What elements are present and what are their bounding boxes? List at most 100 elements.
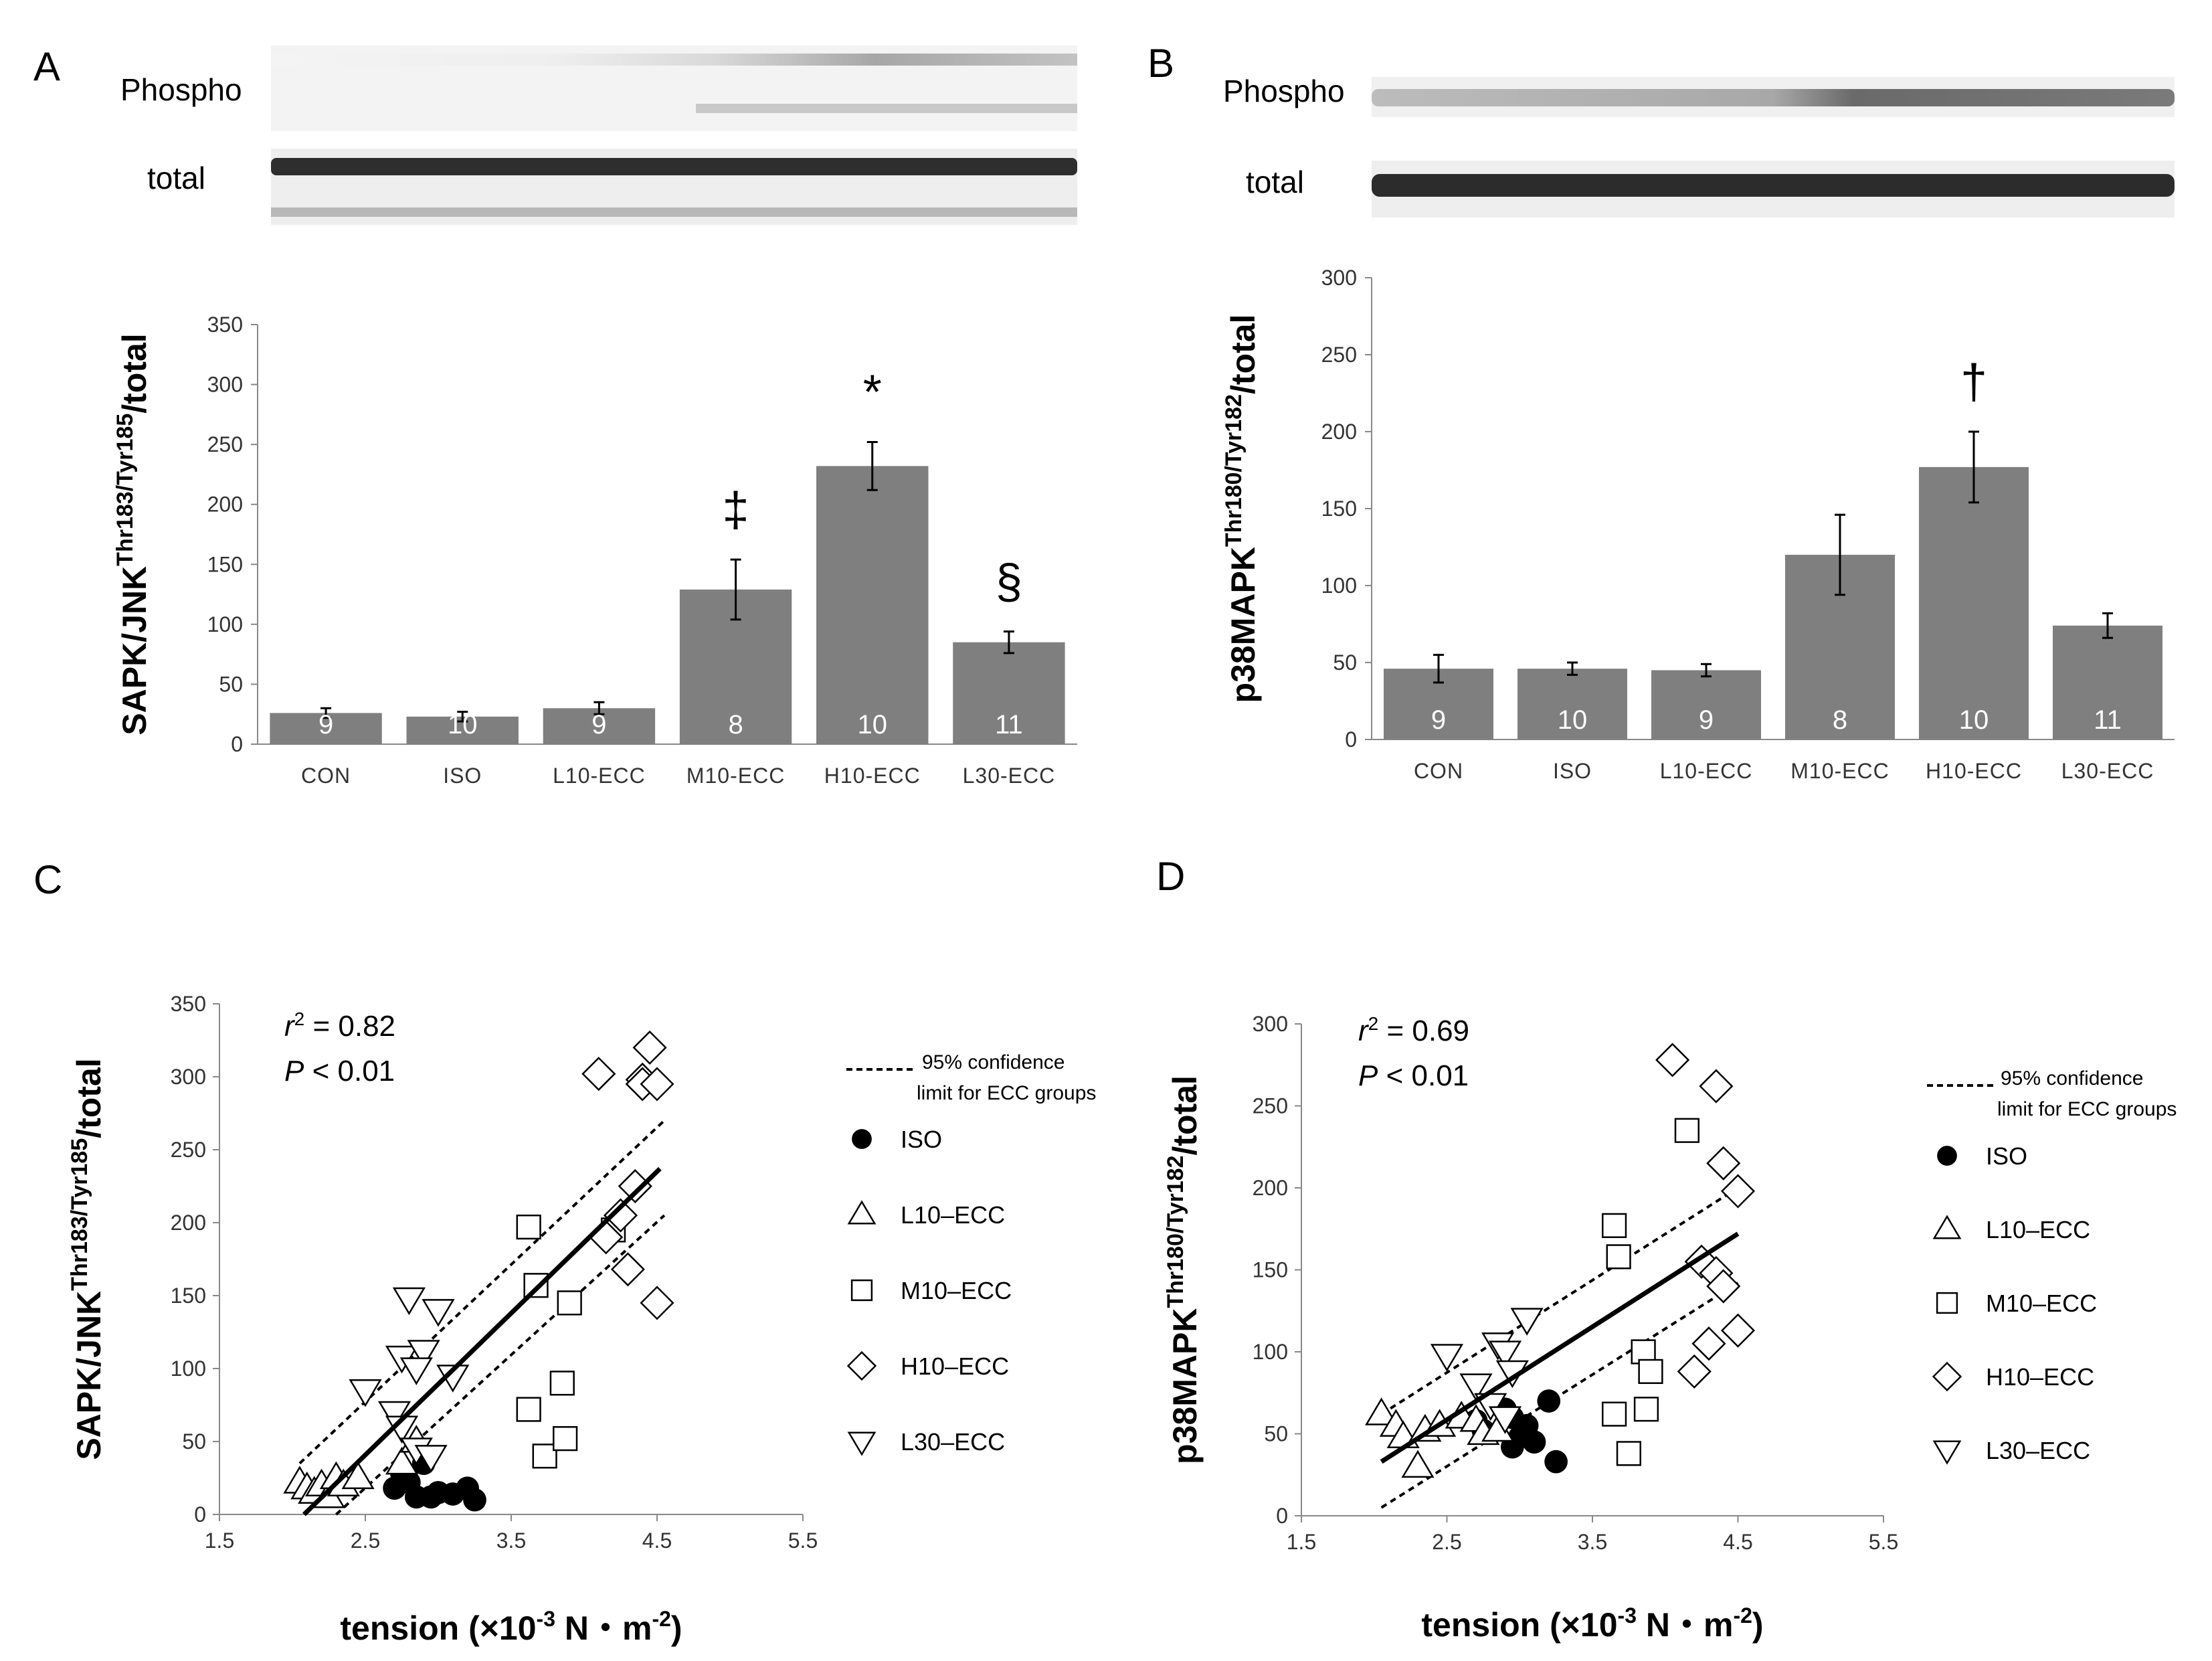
panel-c-letter: C <box>33 857 62 902</box>
y-tick-label: 50 <box>1333 650 1357 675</box>
phospho-band-a-lower <box>696 104 1077 113</box>
r2-value-d: = 0.69 <box>1378 1015 1469 1047</box>
l30-ecc-point <box>349 1379 382 1407</box>
p-value-c: < 0.01 <box>304 1055 395 1087</box>
p-value-d: < 0.01 <box>1378 1059 1469 1092</box>
y-axis-label: SAPK/JNKThr183/Tyr185/total <box>112 333 153 735</box>
legend-d-items: ISO L10–ECC M10–ECC H10–ECC L30–ECC <box>1932 1142 2097 1465</box>
regression-line <box>1380 1231 1740 1464</box>
l10-ecc-point <box>341 1461 375 1490</box>
regression-line <box>302 1166 662 1516</box>
total-band-a <box>271 158 1077 175</box>
p-symbol-d: P <box>1358 1059 1378 1092</box>
l10-ecc-point <box>385 1446 419 1475</box>
x-tick-label: 2.5 <box>351 1528 380 1553</box>
y-tick-label: 200 <box>207 493 243 517</box>
l30-ecc-point <box>1932 1440 1962 1465</box>
category-label: CON <box>301 764 351 788</box>
y-label-sup: Thr183/Tyr185 <box>112 414 138 566</box>
phospho-label-a: Phospho <box>120 72 242 107</box>
y-tick-label: 250 <box>207 432 243 456</box>
significance-marker: ‡ <box>723 483 749 537</box>
category-label: M10-ECC <box>686 764 785 788</box>
total-band-a-lower <box>271 207 1077 217</box>
y-label-tail: /total <box>1224 315 1262 394</box>
legend-label: L10–ECC <box>901 1201 1005 1229</box>
l30-ecc-point <box>392 1287 426 1316</box>
panel-a-blot: Phospho total <box>120 46 1077 225</box>
x-label-exp: -3 <box>537 1607 555 1631</box>
category-label: H10-ECC <box>1926 759 2022 783</box>
n-label: 10 <box>858 710 888 739</box>
total-band-b <box>1372 174 2175 197</box>
m10-ecc-point <box>549 1371 575 1396</box>
l30-ecc-point <box>422 1299 455 1327</box>
bar-chart-b: 0 50 100 150 200 250 300 9 CON 10 ISO 9 L10-ECC 8 M10-… <box>1221 266 2175 783</box>
r2-symbol-d: r <box>1358 1015 1370 1047</box>
l30-ecc-point <box>1488 1406 1522 1434</box>
p-symbol-c: P <box>284 1055 304 1087</box>
y-label-sup: Thr183/Tyr185 <box>67 1138 92 1291</box>
y-tick-label: 100 <box>1321 574 1357 598</box>
x-tick-label: 1.5 <box>205 1528 234 1553</box>
y-tick-label: 50 <box>182 1429 206 1454</box>
panel-c: C 0 50 100 150 200 250 300 350 1.5 2.5 3.5 4.5 5.5 SA… <box>33 857 1096 1647</box>
x-label-main: tension (×10 <box>340 1609 536 1647</box>
bar-iso <box>1517 669 1627 739</box>
category-label: L30-ECC <box>2061 759 2154 783</box>
h10-ecc-point <box>1699 1069 1734 1104</box>
l30-ecc-point <box>407 1340 440 1368</box>
p-stat-d: P < 0.01 <box>1358 1059 1469 1092</box>
y-label-sup: Thr180/Tyr182 <box>1221 394 1247 547</box>
m10-ecc-point <box>516 1397 541 1422</box>
y-label-main: SAPK/JNK <box>70 1291 108 1460</box>
m10-ecc-point <box>1638 1359 1663 1385</box>
h10-ecc-point <box>581 1057 616 1091</box>
r2-stat-c: r2 = 0.82 <box>284 1009 395 1043</box>
x-tick-label: 4.5 <box>642 1528 672 1553</box>
legend-label: H10–ECC <box>1986 1363 2094 1391</box>
legend-label: L30–ECC <box>1986 1437 2090 1464</box>
n-label: 9 <box>1699 705 1714 735</box>
m10-ecc-point <box>1606 1244 1631 1270</box>
y-tick-label: 100 <box>171 1357 206 1381</box>
confidence-lower-line <box>1380 1282 1739 1509</box>
y-tick-label: 300 <box>1321 266 1357 290</box>
x-tick-label: 2.5 <box>1432 1530 1461 1554</box>
bar-l30-ecc <box>2053 625 2162 739</box>
y-tick-label: 200 <box>1253 1176 1288 1200</box>
n-label: 8 <box>1833 705 1847 735</box>
iso-point <box>1544 1450 1568 1474</box>
m10-ecc-point <box>1616 1441 1641 1466</box>
m10-ecc-point <box>1602 1401 1627 1427</box>
y-tick-label: 200 <box>1321 420 1357 444</box>
y-tick-label: 300 <box>1253 1012 1288 1036</box>
y-axis-label: p38MAPKThr180/Tyr182/total <box>1163 1075 1204 1464</box>
y-tick-label: 250 <box>1321 343 1357 367</box>
x-label-main: tension (×10 <box>1421 1606 1617 1644</box>
p-stat-c: P < 0.01 <box>284 1055 395 1087</box>
legend-label: M10–ECC <box>901 1277 1012 1304</box>
bar-l30-ecc <box>953 642 1065 744</box>
phospho-label-b: Phospho <box>1223 74 1345 108</box>
scatter-chart-d: 0 50 100 150 200 250 300 1.5 2.5 3.5 4.5 5.5 p38MAPK… <box>1163 1012 1898 1644</box>
x-label-unit: N・m <box>555 1609 652 1647</box>
m10-ecc-point <box>850 1279 873 1302</box>
m10-ecc-point <box>1633 1397 1659 1422</box>
r2-symbol-c: r <box>284 1010 296 1043</box>
legend-d-conf-1: 95% confidence <box>2001 1067 2144 1089</box>
bar-chart-a: 0 50 100 150 200 250 300 350 9 CON 10 ISO 9 L10-ECC 8 M… <box>112 313 1077 788</box>
legend-c-conf-1: 95% confidence <box>922 1051 1065 1073</box>
confidence-lower-line <box>335 1214 666 1516</box>
iso-point <box>463 1488 486 1512</box>
total-label-a: total <box>147 161 205 195</box>
category-label: M10-ECC <box>1790 759 1889 783</box>
y-tick-label: 250 <box>1253 1094 1288 1118</box>
x-label-exp: -3 <box>1618 1603 1637 1628</box>
legend-c-items: ISO L10–ECC M10–ECC H10–ECC L30–ECC <box>846 1126 1012 1456</box>
y-tick-label: 300 <box>171 1065 206 1089</box>
y-label-tail: /total <box>1166 1075 1204 1155</box>
y-axis-label: p38MAPKThr180/Tyr182/total <box>1221 315 1262 703</box>
phospho-band-b <box>1372 89 2175 106</box>
y-tick-label: 50 <box>219 672 243 696</box>
